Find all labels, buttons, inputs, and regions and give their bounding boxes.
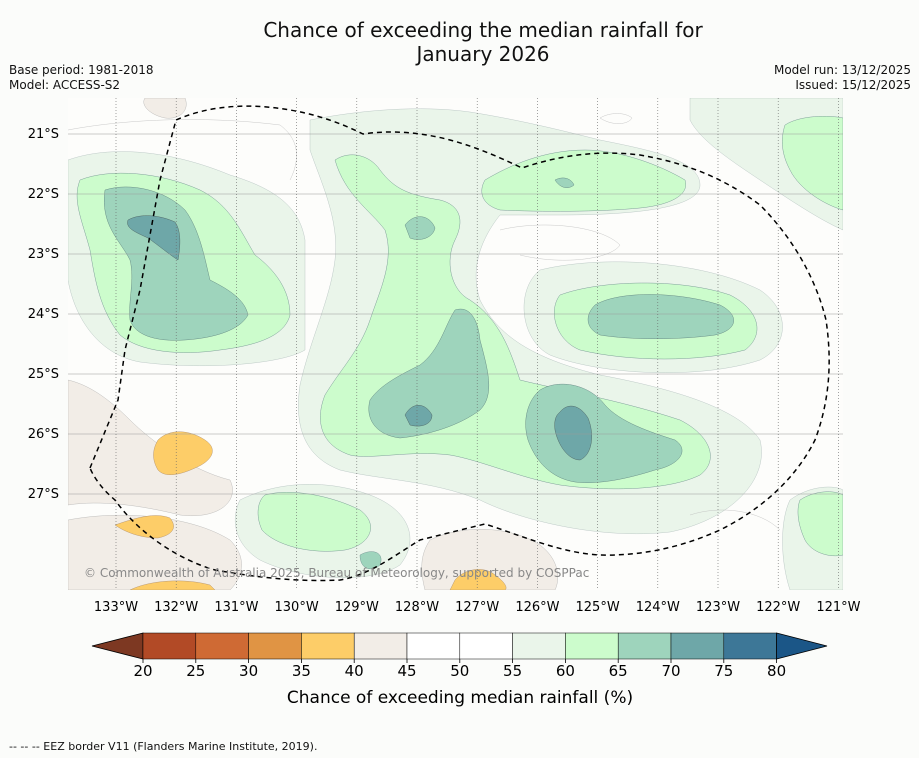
lon-label: 133°W — [94, 600, 138, 615]
lon-label: 131°W — [214, 600, 258, 615]
lat-label: 21°S — [28, 127, 59, 142]
zone-65-70-small-south — [359, 551, 382, 570]
colorbar-tick-label: 50 — [450, 662, 469, 680]
colorbar-label: Chance of exceeding median rainfall (%) — [287, 688, 633, 708]
colorbar-segment — [617, 632, 672, 660]
zone-40-45-south — [421, 529, 558, 590]
colorbar-tick-label: 65 — [609, 662, 628, 680]
lon-label: 128°W — [395, 600, 439, 615]
lon-label: 122°W — [756, 600, 800, 615]
lon-label: 129°W — [335, 600, 379, 615]
lat-label: 27°S — [28, 487, 59, 502]
model-name: Model: ACCESS-S2 — [9, 78, 121, 92]
zone-35-40-south-edge — [129, 580, 216, 590]
colorbar-ticks: 20 25 30 35 40 45 50 55 60 65 70 75 80 — [133, 659, 786, 680]
zone-40-45-north — [143, 98, 187, 119]
zone-60-65-north — [481, 149, 686, 212]
latitude-gridlines — [68, 133, 843, 495]
colorbar-tick-label: 45 — [397, 662, 416, 680]
colorbar-tick-label: 80 — [767, 662, 786, 680]
eez-legend-note: -- -- -- EEZ border V11 (Flanders Marine… — [9, 740, 318, 753]
model-run: Model run: 13/12/2025 — [773, 63, 911, 77]
lon-label: 121°W — [816, 600, 860, 615]
longitude-gridlines — [115, 98, 839, 590]
zone-35-40-southwest — [114, 515, 174, 539]
colorbar-tick-label: 35 — [292, 662, 311, 680]
lat-label: 26°S — [28, 427, 59, 442]
colorbar-segment — [142, 632, 197, 660]
contour-line — [689, 509, 781, 531]
title-line-2: January 2026 — [416, 42, 550, 66]
run-info: Model run: 13/12/2025 Issued: 15/12/2025 — [774, 63, 911, 93]
colorbar-segment — [512, 632, 566, 660]
colorbar-tick-label: 55 — [503, 662, 522, 680]
latitude-labels: 21°S 22°S 23°S 24°S 25°S 26°S 27°S — [28, 127, 59, 502]
colorbar-tick-label: 75 — [714, 662, 733, 680]
lon-label: 124°W — [636, 600, 680, 615]
lat-label: 23°S — [28, 247, 59, 262]
colorbar-tick-label: 20 — [133, 662, 152, 680]
lon-label: 130°W — [275, 600, 319, 615]
lon-label: 132°W — [154, 600, 198, 615]
lon-label: 126°W — [515, 600, 559, 615]
base-period: Base period: 1981-2018 — [9, 63, 154, 77]
colorbar-segment — [670, 632, 725, 660]
colorbar-segment — [459, 632, 513, 660]
model-info: Base period: 1981-2018 Model: ACCESS-S2 — [9, 63, 154, 93]
contour-line — [599, 113, 633, 124]
zone-70-75-southeast — [554, 405, 592, 461]
zone-35-40-west — [153, 431, 213, 475]
zone-40-45-west — [68, 379, 233, 516]
colorbar-segment — [565, 632, 619, 660]
longitude-labels: 133°W 132°W 131°W 130°W 129°W 128°W 127°W 126°W… — [94, 600, 861, 615]
colorbar-segment — [723, 632, 777, 660]
zone-65-70-east — [587, 294, 734, 339]
colorbar-over-arrow — [776, 632, 828, 660]
lon-label: 123°W — [696, 600, 740, 615]
colorbar-segment — [301, 632, 355, 660]
lat-label: 24°S — [28, 307, 59, 322]
eez-border — [89, 105, 830, 582]
colorbar-tick-label: 70 — [661, 662, 680, 680]
lon-label: 127°W — [455, 600, 499, 615]
colorbar-segment — [406, 632, 461, 660]
zone-60-65-south — [257, 492, 371, 552]
colorbar-tick-label: 30 — [239, 662, 258, 680]
colorbar-segment — [195, 632, 249, 660]
lat-label: 25°S — [28, 367, 59, 382]
title-line-1: Chance of exceeding the median rainfall … — [263, 18, 703, 42]
zone-60-65-northeast — [782, 116, 843, 211]
colorbar-under-arrow — [91, 632, 144, 660]
colorbar-segment — [353, 632, 408, 660]
colorbar-segment — [248, 632, 302, 660]
zone-70-75-center — [404, 405, 433, 427]
issued-date: Issued: 15/12/2025 — [795, 78, 911, 92]
rainfall-map: © Commonwealth of Australia 2025, Bureau… — [68, 98, 843, 590]
colorbar-tick-label: 40 — [345, 662, 364, 680]
copyright-text: © Commonwealth of Australia 2025, Bureau… — [84, 566, 589, 580]
zone-70-75-west — [127, 215, 181, 261]
zone-60-65-southeast — [797, 491, 843, 556]
zone-65-70-north — [554, 177, 575, 188]
zone-65-70-center — [368, 308, 490, 439]
lon-label: 125°W — [576, 600, 620, 615]
zone-40-45-southwest — [68, 515, 242, 590]
colorbar — [91, 632, 828, 660]
lat-label: 22°S — [28, 187, 59, 202]
zone-65-70-north-center — [404, 216, 436, 240]
map-title: Chance of exceeding the median rainfall … — [0, 18, 919, 66]
colorbar-tick-label: 25 — [186, 662, 205, 680]
colorbar-tick-label: 60 — [556, 662, 575, 680]
zone-35-40-south — [449, 569, 507, 590]
